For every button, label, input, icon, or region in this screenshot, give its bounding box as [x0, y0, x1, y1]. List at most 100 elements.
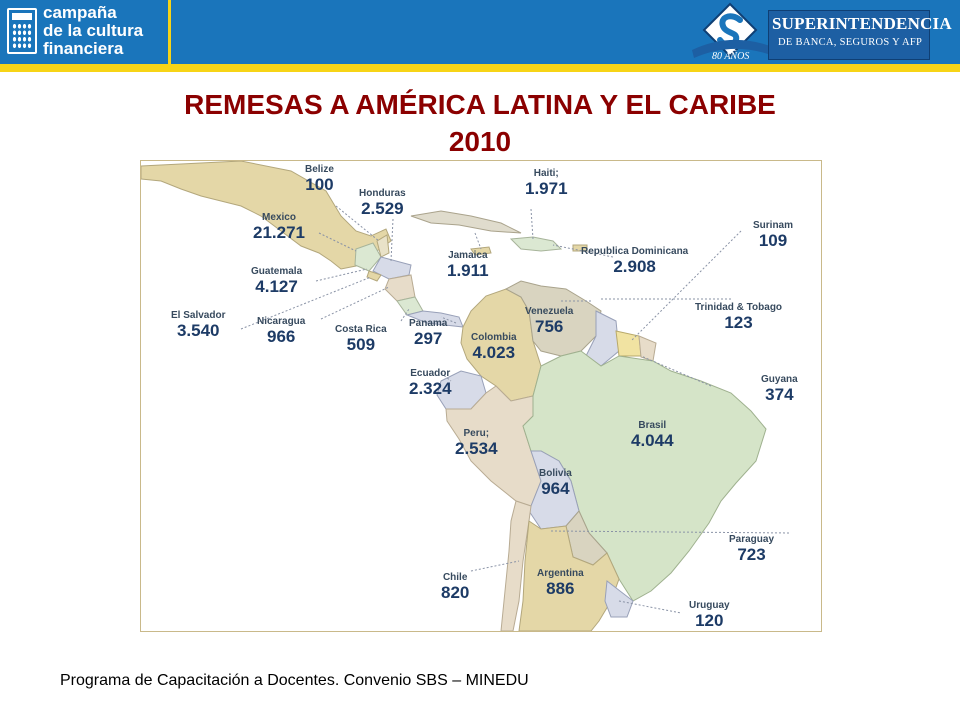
- country-value: 820: [441, 583, 470, 602]
- label-jamaica: Jamaica 1.911: [447, 250, 489, 280]
- label-chile: Chile 820: [441, 572, 470, 602]
- country-value: 109: [758, 231, 788, 250]
- label-venezuela: Venezuela 756: [525, 306, 574, 336]
- label-peru: Peru; 2.534: [455, 428, 498, 458]
- country-name: Ecuador: [410, 368, 451, 379]
- panama-shape: [405, 310, 464, 328]
- label-argentina: Argentina 886: [537, 568, 584, 598]
- label-bolivia: Bolivia 964: [539, 468, 572, 498]
- country-name: Guatemala: [251, 266, 303, 277]
- leader-lines: [240, 205, 792, 614]
- label-brasil: Brasil 4.044: [631, 420, 674, 450]
- country-value: 100: [305, 175, 334, 194]
- country-value: 966: [266, 327, 296, 346]
- country-name: Uruguay: [689, 600, 730, 611]
- campaign-logo: campaña de la cultura financiera: [0, 0, 171, 64]
- country-name: Guyana: [761, 374, 798, 385]
- label-panama: Panama 297: [409, 318, 448, 348]
- sbs-name: SUPERINTENDENCIA: [772, 14, 952, 33]
- country-value: 1.971: [525, 179, 568, 198]
- country-value: 374: [765, 385, 794, 404]
- country-name: Republica Dominicana: [581, 246, 689, 257]
- country-name: Nicaragua: [257, 316, 306, 327]
- campaign-logo-text: campaña de la cultura financiera: [43, 4, 143, 58]
- label-paraguay: Paraguay 723: [729, 534, 775, 564]
- country-name: Surinam: [753, 220, 794, 231]
- label-mexico: Mexico 21.271: [253, 212, 305, 242]
- label-belize: Belize 100: [305, 164, 334, 194]
- country-value: 2.908: [613, 257, 656, 276]
- country-value: 2.529: [361, 199, 404, 218]
- venezuela-shape: [504, 280, 602, 357]
- cuba-shape: [410, 210, 522, 234]
- calculator-icon: [7, 8, 37, 54]
- country-name: Chile: [442, 572, 468, 583]
- page-title: REMESAS A AMÉRICA LATINA Y EL CARIBE 201…: [0, 86, 960, 160]
- country-name: Colombia: [471, 332, 517, 343]
- country-name: El Salvador: [171, 310, 226, 321]
- country-name: Brasil: [638, 420, 667, 431]
- country-value: 2.324: [409, 379, 452, 398]
- country-name: Panama: [409, 318, 448, 329]
- country-name: Mexico: [262, 212, 296, 223]
- country-name: Paraguay: [729, 534, 775, 545]
- country-value: 3.540: [176, 321, 220, 340]
- country-value: 964: [541, 479, 570, 498]
- country-value: 756: [534, 317, 564, 336]
- campaign-line-1: campaña: [43, 3, 117, 22]
- country-value: 4.023: [472, 343, 516, 362]
- country-name: Venezuela: [525, 306, 574, 317]
- campaign-line-2: de la cultura: [43, 21, 144, 40]
- country-value: 123: [724, 313, 753, 332]
- label-costa-rica: Costa Rica 509: [335, 324, 387, 354]
- country-name: Haiti;: [533, 168, 559, 179]
- label-haiti: Haiti; 1.971: [525, 168, 568, 198]
- el-salvador-shape: [366, 270, 382, 282]
- label-guyana: Guyana 374: [761, 374, 798, 404]
- label-nicaragua: Nicaragua 966: [257, 316, 306, 346]
- country-value: 2.534: [455, 439, 498, 458]
- country-value: 4.044: [631, 431, 674, 450]
- sbs-subname: DE BANCA, SEGUROS Y AFP: [778, 37, 923, 48]
- country-name: Costa Rica: [335, 324, 387, 335]
- country-name: Jamaica: [448, 250, 488, 261]
- label-honduras: Honduras 2.529: [359, 188, 406, 218]
- sbs-name-box: [768, 10, 930, 60]
- label-colombia: Colombia 4.023: [471, 332, 517, 362]
- campaign-line-3: financiera: [43, 39, 124, 58]
- mexico-shape: [141, 161, 392, 270]
- header-stripe: [0, 64, 960, 72]
- footer-text: Programa de Capacitación a Docentes. Con…: [60, 672, 529, 689]
- map-shapes: [141, 161, 821, 631]
- uruguay-shape: [604, 580, 634, 618]
- title-line-2: 2010: [448, 126, 512, 157]
- country-value: 509: [346, 335, 376, 354]
- country-name: Trinidad & Tobago: [695, 302, 783, 313]
- label-guatemala: Guatemala 4.127: [251, 266, 303, 296]
- sbs-emblem-icon: 80 AÑOS: [692, 2, 770, 62]
- country-name: Peru;: [463, 428, 490, 439]
- guatemala-shape: [354, 242, 382, 272]
- country-value: 723: [737, 545, 766, 564]
- sbs-logo: 80 AÑOS SUPERINTENDENCIA DE BANCA, SEGUR…: [690, 2, 952, 64]
- jamaica-shape: [470, 246, 492, 256]
- country-name: Honduras: [359, 188, 406, 199]
- country-value: 120: [695, 611, 724, 630]
- belize-shape: [376, 234, 390, 258]
- remittances-map: Belize 100 Honduras 2.529 Haiti; 1.971 M…: [140, 160, 822, 632]
- country-value: 297: [413, 329, 443, 348]
- country-name: Argentina: [537, 568, 584, 579]
- chile-shape: [500, 500, 532, 631]
- label-surinam: Surinam 109: [753, 220, 794, 250]
- country-name: Bolivia: [539, 468, 572, 479]
- label-uruguay: Uruguay 120: [689, 600, 730, 630]
- country-value: 21.271: [253, 223, 305, 242]
- label-trinidad-tobago: Trinidad & Tobago 123: [695, 302, 783, 332]
- country-value: 886: [546, 579, 575, 598]
- label-republica-dominicana: Republica Dominicana 2.908: [581, 246, 689, 276]
- title-line-1: REMESAS A AMÉRICA LATINA Y EL CARIBE: [184, 89, 776, 120]
- country-value: 4.127: [255, 277, 298, 296]
- country-name: Belize: [305, 164, 334, 175]
- label-ecuador: Ecuador 2.324: [409, 368, 452, 398]
- anniversary-text: 80 AÑOS: [712, 50, 749, 62]
